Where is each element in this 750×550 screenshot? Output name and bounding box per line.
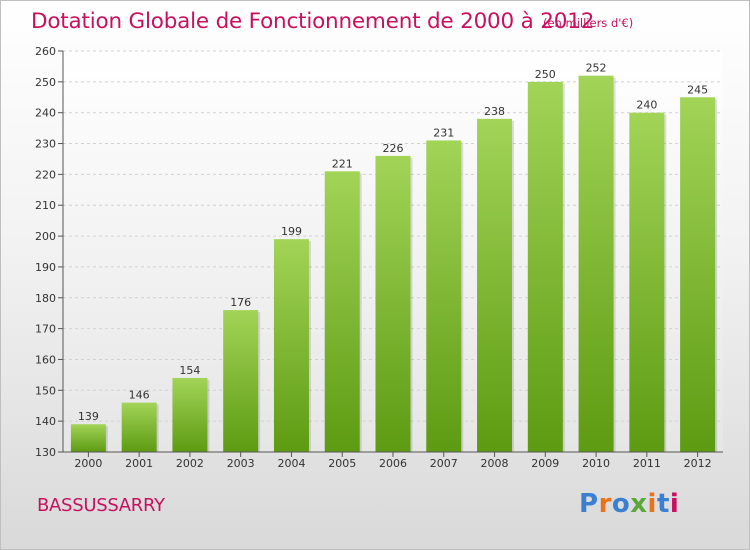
bar-2007 — [426, 140, 462, 452]
logo-letter: t — [656, 489, 670, 519]
bar-2011 — [629, 112, 665, 452]
bar-value-label: 139 — [78, 410, 99, 423]
city-name: BASSUSSARRY — [37, 495, 165, 516]
logo-letter: x — [630, 489, 648, 519]
y-tick-label: 170 — [35, 323, 56, 336]
logo-letter: P — [579, 489, 599, 519]
bar-value-label: 231 — [433, 126, 454, 139]
x-tick-label: 2010 — [582, 457, 610, 470]
x-tick-label: 2000 — [74, 457, 102, 470]
bar-2009 — [527, 81, 563, 452]
y-tick-label: 210 — [35, 199, 56, 212]
y-tick-label: 240 — [35, 107, 56, 120]
bar-value-label: 199 — [281, 225, 302, 238]
bar-2005 — [324, 171, 360, 453]
y-tick-label: 150 — [35, 384, 56, 397]
bar-2012 — [680, 97, 716, 453]
y-tick-label: 260 — [35, 45, 56, 58]
x-tick-label: 2004 — [277, 457, 305, 470]
x-tick-label: 2009 — [531, 457, 559, 470]
bar-value-label: 221 — [332, 157, 353, 170]
y-tick-label: 220 — [35, 168, 56, 181]
bar-value-label: 252 — [586, 62, 607, 75]
x-tick-label: 2011 — [633, 457, 661, 470]
x-tick-label: 2007 — [430, 457, 458, 470]
bars: 139 146 154 176 199 221 226 231 238 250 252 240 245 — [70, 62, 718, 453]
x-tick-label: 2005 — [328, 457, 356, 470]
y-tick-label: 160 — [35, 353, 56, 366]
x-tick-label: 2006 — [379, 457, 407, 470]
proxiti-logo: Proxiti — [579, 489, 679, 519]
unit-note: (en milliers d'€) — [543, 16, 634, 30]
bar-value-label: 238 — [484, 105, 505, 118]
y-tick-label: 200 — [35, 230, 56, 243]
chart-title: Dotation Globale de Fonctionnement de 20… — [31, 9, 595, 34]
y-tick-label: 180 — [35, 292, 56, 305]
bar-2010 — [578, 75, 614, 452]
x-tick-label: 2003 — [227, 457, 255, 470]
bar-value-label: 240 — [636, 99, 657, 112]
y-tick-label: 250 — [35, 76, 56, 89]
bar-2000 — [70, 424, 106, 452]
y-tick-label: 140 — [35, 415, 56, 428]
x-axis: 2000 2001 2002 2003 2004 2005 2006 2007 2008 2009… — [63, 451, 723, 470]
logo-letter: i — [669, 489, 680, 519]
bar-2001 — [121, 402, 157, 452]
bar-value-label: 250 — [535, 68, 556, 81]
bar-value-label: 176 — [230, 296, 251, 309]
bar-2004 — [273, 239, 309, 452]
bar-2006 — [375, 155, 411, 452]
logo-letter: o — [611, 489, 631, 519]
logo-letter: i — [647, 489, 657, 519]
bar-value-label: 226 — [383, 142, 404, 155]
bar-value-label: 146 — [129, 389, 150, 402]
bar-2003 — [223, 310, 259, 452]
x-tick-label: 2001 — [125, 457, 153, 470]
y-tick-label: 230 — [35, 138, 56, 151]
bar-2008 — [477, 118, 513, 452]
x-tick-label: 2002 — [176, 457, 204, 470]
bar-value-label: 154 — [179, 364, 200, 377]
y-tick-label: 190 — [35, 261, 56, 274]
y-tick-label: 130 — [35, 446, 56, 459]
bar-value-label: 245 — [687, 83, 708, 96]
x-tick-label: 2008 — [481, 457, 509, 470]
logo-letter: r — [598, 489, 612, 519]
x-tick-label: 2012 — [684, 457, 712, 470]
y-axis: 130 140 150 160 170 180 190 200 210 220 230 240 250 2… — [35, 45, 64, 459]
bar-2002 — [172, 377, 208, 452]
